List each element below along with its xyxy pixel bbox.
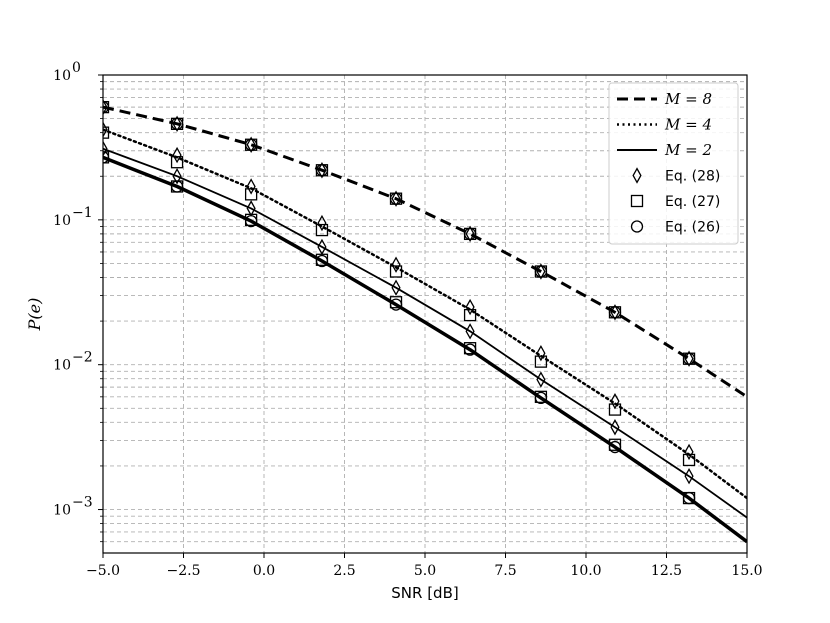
y-tick-exponent: −3 <box>72 495 93 511</box>
legend-label: M = 4 <box>664 116 712 134</box>
y-tick-label: 10 <box>53 358 71 374</box>
circle-marker <box>315 254 329 268</box>
diamond-marker <box>317 162 327 179</box>
legend-label: M = 2 <box>664 141 712 159</box>
circle-marker <box>463 343 477 356</box>
series-solid <box>103 151 747 544</box>
x-tick-label: 12.5 <box>651 563 682 579</box>
y-tick-label: 10 <box>53 68 71 84</box>
tick-layer: −5.0 −2.5 0.0 2.5 5.0 7.5 10.0 12.5 15.010 010 −11… <box>53 60 762 579</box>
series-solid <box>103 140 747 519</box>
square-marker <box>244 188 258 201</box>
circle-marker <box>534 391 548 405</box>
legend-label: M = 8 <box>664 90 712 108</box>
diamond-marker <box>610 304 620 321</box>
legend: M = 8 M = 4 M = 2 Eq. (28) Eq. (27) Eq. (26) <box>608 82 739 245</box>
x-tick-label: 10.0 <box>570 563 601 579</box>
circle-marker <box>103 151 110 164</box>
y-tick-exponent: 0 <box>72 60 81 76</box>
series-line <box>103 147 747 519</box>
square-marker <box>682 453 696 467</box>
diamond-marker <box>610 419 620 436</box>
diamond-marker <box>536 371 546 388</box>
series-dashed <box>103 98 747 399</box>
series-line <box>103 155 747 544</box>
circle-marker <box>389 192 403 205</box>
y-axis-label: P(e) <box>25 298 44 332</box>
diamond-marker <box>103 98 108 116</box>
y-tick-label: 10 <box>53 503 71 519</box>
circle-marker <box>315 164 329 177</box>
square-marker <box>534 355 548 368</box>
diamond-marker <box>172 115 182 133</box>
diamond-marker <box>465 323 475 340</box>
circle-marker <box>608 306 622 319</box>
diamond-marker <box>684 350 694 367</box>
square-marker <box>630 194 644 208</box>
x-tick-label: 0.0 <box>253 563 275 579</box>
diamond-marker <box>391 190 401 207</box>
circle-marker <box>389 298 403 311</box>
diamond-marker <box>391 256 401 273</box>
diamond-marker <box>246 136 256 153</box>
circle-marker <box>630 220 644 233</box>
legend-label: Eq. (26) <box>665 220 720 236</box>
circle-marker <box>244 138 258 151</box>
x-axis-label: SNR [dB] <box>391 584 458 602</box>
series-line <box>103 105 747 399</box>
series-line <box>103 128 747 500</box>
x-tick-label: −2.5 <box>167 563 201 579</box>
y-tick-exponent: −1 <box>72 205 93 221</box>
square-marker <box>315 223 329 237</box>
circle-marker <box>682 352 696 365</box>
circle-marker <box>244 214 258 228</box>
x-tick-label: 15.0 <box>731 563 762 579</box>
diamond-marker <box>536 263 546 280</box>
y-tick-exponent: −2 <box>72 350 93 366</box>
circle-marker <box>170 117 184 130</box>
circle-marker <box>463 227 477 241</box>
diamond-marker <box>684 443 694 461</box>
circle-marker <box>682 491 696 505</box>
diamond-marker <box>103 140 108 157</box>
square-marker <box>170 156 184 169</box>
circle-marker <box>608 440 622 454</box>
square-marker <box>389 265 403 278</box>
square-marker <box>103 126 110 139</box>
diamond-marker <box>632 167 642 184</box>
diamond-marker <box>465 298 475 316</box>
diamond-marker <box>172 168 182 185</box>
circle-marker <box>103 100 110 114</box>
legend-box <box>608 82 739 245</box>
x-tick-label: 5.0 <box>414 563 436 579</box>
x-tick-label: 7.5 <box>494 563 516 579</box>
diamond-marker <box>536 345 546 362</box>
diamond-marker <box>317 214 327 232</box>
circle-marker <box>534 265 548 278</box>
series-dotted <box>103 121 747 500</box>
x-tick-label: −5.0 <box>86 563 120 579</box>
square-marker <box>608 403 622 416</box>
series-layer <box>103 98 747 544</box>
x-tick-label: 2.5 <box>333 563 355 579</box>
diamond-marker <box>246 178 256 195</box>
diamond-marker <box>610 392 620 410</box>
circle-marker <box>170 180 184 193</box>
y-tick-label: 10 <box>53 213 71 229</box>
square-marker <box>463 308 477 322</box>
legend-label: Eq. (28) <box>665 169 720 185</box>
legend-label: Eq. (27) <box>665 194 720 210</box>
diamond-marker <box>684 467 694 485</box>
diamond-marker <box>172 146 182 164</box>
diamond-marker <box>391 279 401 296</box>
diamond-marker <box>465 225 475 243</box>
